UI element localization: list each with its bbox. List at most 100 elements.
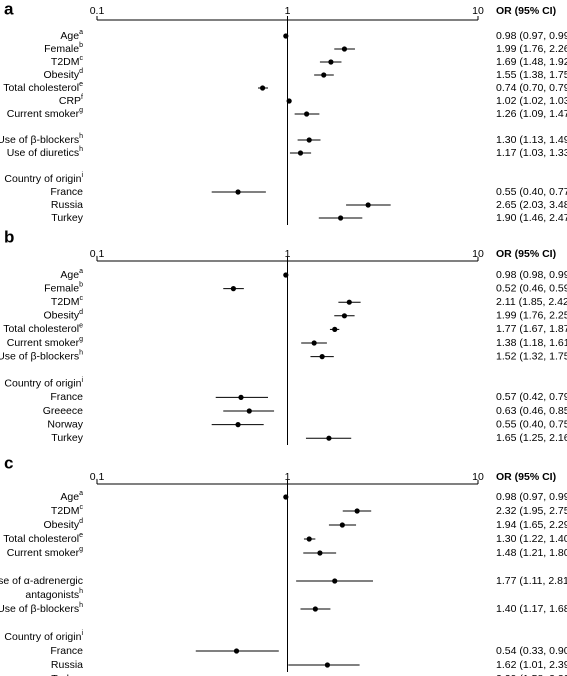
footnote-marker: e <box>79 532 83 539</box>
value-header: OR (95% CI) <box>496 248 556 260</box>
row-label: France <box>50 391 83 403</box>
value-label: 1.30 (1.13, 1.49) <box>496 134 567 146</box>
x-tick-label: 1 <box>285 471 291 483</box>
point-estimate <box>354 508 360 514</box>
row-label: Country of origini <box>4 172 83 184</box>
point-estimate <box>235 189 241 195</box>
value-label: 1.90 (1.46, 2.47) <box>496 212 567 224</box>
row-label: Current smokerg <box>7 107 83 119</box>
footnote-marker: d <box>79 68 83 75</box>
row-label: Agea <box>60 268 83 280</box>
point-estimate <box>339 522 345 528</box>
value-header: OR (95% CI) <box>496 471 556 483</box>
point-estimate <box>319 354 325 360</box>
point-estimate <box>341 313 348 319</box>
row-label: Greeece <box>43 405 83 417</box>
value-label: 1.30 (1.22, 1.40) <box>496 533 567 545</box>
panel-letter: b <box>4 227 14 246</box>
point-estimate <box>283 272 289 278</box>
value-label: 1.65 (1.25, 2.16) <box>496 432 567 444</box>
point-estimate <box>317 550 323 556</box>
point-estimate <box>338 215 344 221</box>
value-label: 0.55 (0.40, 0.77) <box>496 186 567 198</box>
value-label: 2.32 (1.95, 2.75) <box>496 505 567 517</box>
point-estimate <box>230 286 236 292</box>
value-label: 1.77 (1.11, 2.81) <box>496 575 567 587</box>
value-label: 1.17 (1.03, 1.33) <box>496 147 567 159</box>
point-estimate <box>297 150 304 156</box>
point-estimate <box>365 202 371 208</box>
point-estimate <box>312 606 318 612</box>
point-estimate <box>306 137 312 143</box>
value-label: 1.99 (1.76, 2.25) <box>496 310 567 322</box>
value-label: 0.63 (0.46, 0.85) <box>496 405 567 417</box>
row-label: Turkey <box>51 432 83 444</box>
row-label: Country of origini <box>4 377 83 389</box>
value-label: 1.77 (1.67, 1.87) <box>496 323 567 335</box>
row-label: France <box>50 186 83 198</box>
row-label: Use of β-blockersh <box>0 602 83 614</box>
value-label: 0.54 (0.33, 0.90) <box>496 645 567 657</box>
row-label: antagonistsh <box>25 588 83 600</box>
value-label: 0.55 (0.40, 0.75) <box>496 418 567 430</box>
value-label: 0.57 (0.42, 0.79) <box>496 391 567 403</box>
point-estimate <box>321 72 327 78</box>
footnote-marker: g <box>79 546 83 553</box>
footnote-marker: i <box>81 377 83 384</box>
x-tick-label: 1 <box>285 248 291 260</box>
value-label: 1.52 (1.32, 1.75) <box>496 350 567 362</box>
value-label: 1.26 (1.09, 1.47) <box>496 108 567 120</box>
footnote-marker: a <box>79 268 83 275</box>
row-label: Turkey <box>51 673 83 676</box>
value-label: 1.69 (1.48, 1.92) <box>496 56 567 68</box>
footnote-marker: h <box>79 602 83 609</box>
value-label: 0.98 (0.98, 0.99) <box>496 269 567 281</box>
value-label: 1.48 (1.21, 1.80) <box>496 547 567 559</box>
row-label: Femaleb <box>44 42 83 54</box>
panel-letter: c <box>4 453 13 472</box>
x-tick-label: 10 <box>472 248 484 260</box>
footnote-marker: d <box>79 518 83 525</box>
value-label: 0.52 (0.46, 0.59) <box>496 282 567 294</box>
point-estimate <box>346 299 352 305</box>
footnote-marker: e <box>79 81 83 88</box>
point-estimate <box>304 111 310 117</box>
footnote-marker: a <box>79 490 83 497</box>
x-tick-label: 0.1 <box>90 5 105 17</box>
row-label: Current smokerg <box>7 546 83 558</box>
footnote-marker: i <box>81 172 83 179</box>
point-estimate <box>341 46 348 52</box>
footnote-marker: e <box>79 323 83 330</box>
x-tick-label: 1 <box>285 5 291 17</box>
row-label: T2DMc <box>51 55 84 67</box>
row-label: Use of β-blockersh <box>0 350 83 362</box>
row-label: Obesityd <box>43 518 83 530</box>
row-label: Total cholesterole <box>3 81 83 93</box>
point-estimate <box>283 494 289 500</box>
value-label: 1.55 (1.38, 1.75) <box>496 69 567 81</box>
point-estimate <box>283 33 289 39</box>
point-estimate <box>311 340 317 346</box>
row-label: Agea <box>60 490 83 502</box>
row-label: Current smokerg <box>7 336 83 348</box>
point-estimate <box>286 98 292 104</box>
row-label: Use of α-adrenergic <box>0 575 83 587</box>
value-label: 1.99 (1.76, 2.26) <box>496 43 567 55</box>
value-label: 2.65 (2.03, 3.48) <box>496 199 567 211</box>
row-label: Country of origini <box>4 630 83 642</box>
value-label: 2.29 (1.58, 3.32) <box>496 673 567 676</box>
point-estimate <box>259 85 266 91</box>
value-label: 1.62 (1.01, 2.39) <box>496 659 567 671</box>
point-estimate <box>332 578 338 584</box>
row-label: Use of diureticsh <box>7 146 83 158</box>
point-estimate <box>233 648 240 654</box>
footnote-marker: h <box>79 588 83 595</box>
footnote-marker: b <box>79 282 83 289</box>
value-label: 1.38 (1.18, 1.61) <box>496 337 567 349</box>
footnote-marker: c <box>80 504 84 511</box>
row-label: Obesityd <box>43 309 83 321</box>
footnote-marker: c <box>80 296 84 303</box>
point-estimate <box>246 408 252 414</box>
row-label: Femaleb <box>44 282 83 294</box>
